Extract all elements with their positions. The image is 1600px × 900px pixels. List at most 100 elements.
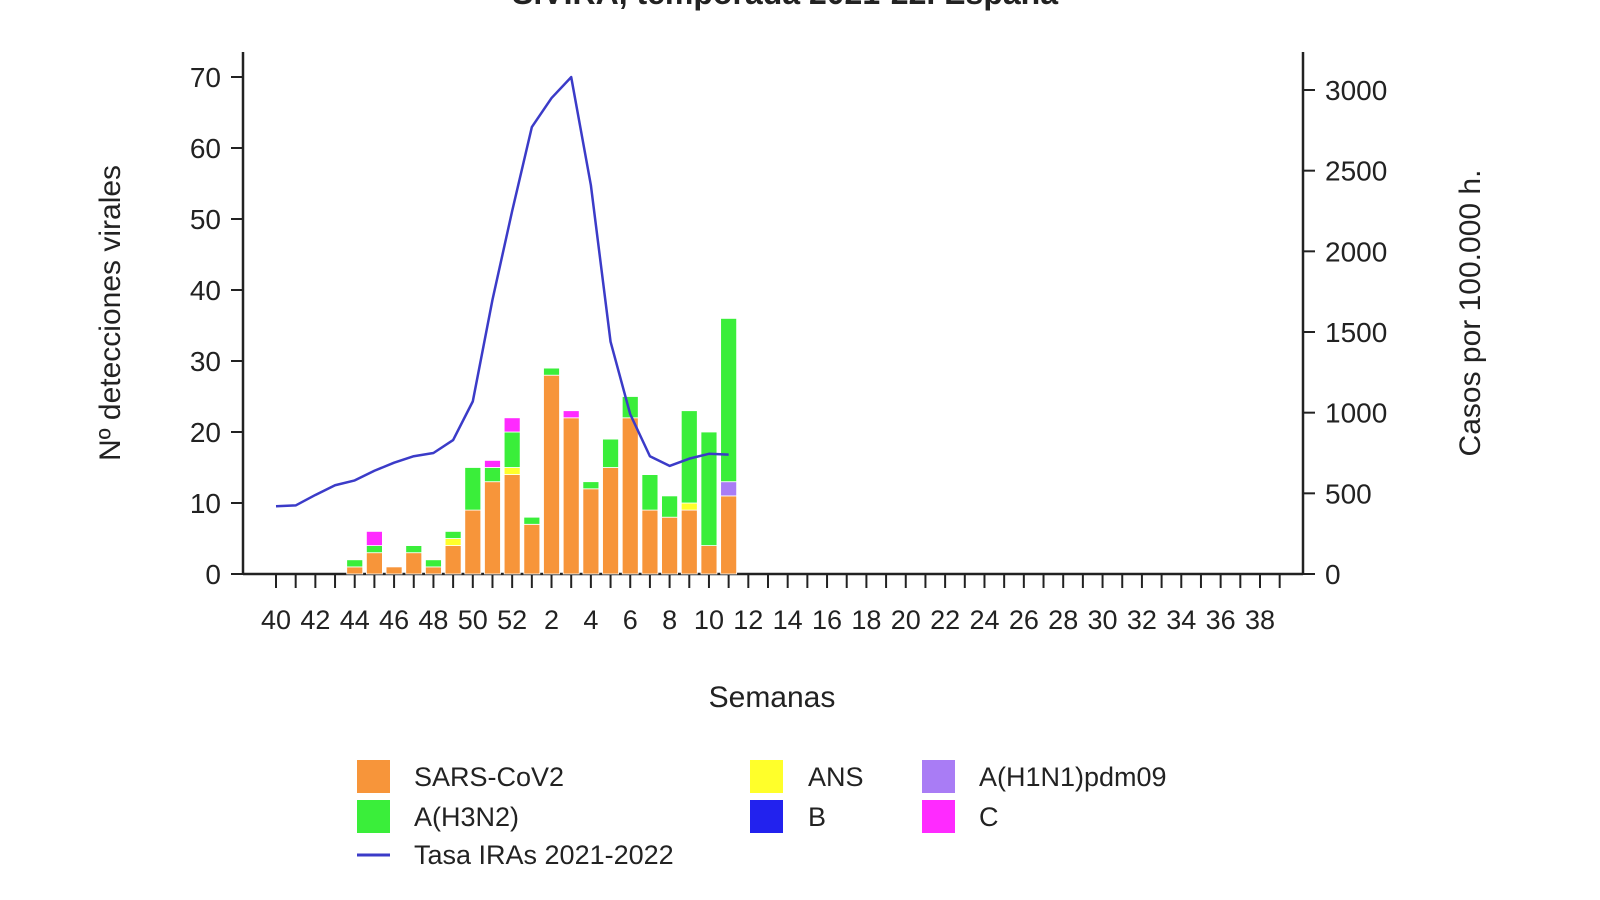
bar-segment-a-h1n1-pdm09 — [720, 481, 738, 497]
y2-tick-label: 3000 — [1325, 75, 1387, 106]
bar-segment-a-h3n2- — [484, 467, 501, 483]
bar-segment-sars-cov2 — [385, 566, 403, 575]
y-tick-label: 70 — [190, 62, 221, 93]
legend: SARS-CoV2 ANS A(H1N1)pdm09 A(H3N2) B C Tasa IR… — [357, 760, 1167, 870]
y-tick-label: 10 — [190, 488, 221, 519]
bar-segment-sars-cov2 — [720, 495, 738, 575]
bar-segment-sars-cov2 — [582, 488, 600, 575]
x-tick-label: 18 — [851, 605, 881, 635]
x-tick-label: 46 — [379, 605, 409, 635]
bar-segment-c — [503, 417, 521, 433]
rate-line — [275, 75, 729, 508]
y2-tick-label: 2000 — [1325, 236, 1387, 267]
legend-swatch — [922, 800, 955, 833]
bar-segment-a-h3n2- — [464, 467, 482, 511]
x-tick-label: 20 — [891, 605, 921, 635]
x-tick-label: 36 — [1206, 605, 1236, 635]
y-tick-label: 20 — [190, 417, 221, 448]
bar-segment-a-h3n2- — [582, 481, 600, 490]
y-axis-label: Nº detecciones virales — [94, 165, 127, 461]
bar-segment-sars-cov2 — [484, 481, 501, 575]
bar-segment-sars-cov2 — [562, 417, 580, 575]
bar-segment-sars-cov2 — [543, 374, 560, 575]
bar-segment-ans — [680, 502, 698, 511]
legend-swatch — [750, 760, 783, 793]
y2-tick-label: 2500 — [1325, 156, 1387, 187]
x-tick-label: 28 — [1048, 605, 1078, 635]
bar-segment-c — [562, 410, 580, 419]
y2-axis-label: Casos por 100.000 h. — [1454, 170, 1487, 457]
axes: 0 10 20 30 40 50 60 70 0 500 1000 1500 2000 2500 3000 4… — [190, 52, 1387, 635]
x-tick-label: 44 — [340, 605, 370, 635]
bar-segment-sars-cov2 — [365, 552, 383, 575]
x-tick-label: 34 — [1166, 605, 1196, 635]
x-tick-label: 40 — [261, 605, 291, 635]
bar-segment-sars-cov2 — [464, 509, 482, 575]
legend-label: A(H3N2) — [414, 802, 519, 832]
legend-swatch — [750, 800, 783, 833]
bar-segment-sars-cov2 — [405, 552, 423, 575]
y2-tick-label: 1000 — [1325, 398, 1387, 429]
y2-tick-label: 500 — [1325, 478, 1372, 509]
y-tick-label: 0 — [205, 559, 221, 590]
x-tick-label: 48 — [418, 605, 448, 635]
bar-segment-a-h3n2- — [365, 545, 383, 554]
bar-segment-sars-cov2 — [641, 509, 659, 575]
legend-swatch — [922, 760, 955, 793]
legend-label: Tasa IRAs 2021-2022 — [414, 840, 674, 870]
bar-segment-sars-cov2 — [700, 545, 718, 575]
rate-line-group — [275, 75, 729, 508]
bar-segment-sars-cov2 — [444, 545, 462, 575]
legend-label: SARS-CoV2 — [414, 762, 564, 792]
bar-segment-a-h3n2- — [543, 367, 560, 376]
x-tick-label: 30 — [1088, 605, 1118, 635]
x-tick-label: 14 — [773, 605, 803, 635]
bar-segment-sars-cov2 — [661, 516, 678, 575]
x-axis-label: Semanas — [709, 681, 836, 714]
y-tick-label: 50 — [190, 204, 221, 235]
x-tick-label: 50 — [458, 605, 488, 635]
x-tick-label: 12 — [733, 605, 763, 635]
chart-title: SiVIRA, temporada 2021-22. España — [512, 0, 1058, 11]
bar-segment-sars-cov2 — [425, 566, 442, 575]
x-tick-label: 10 — [694, 605, 724, 635]
bar-segment-a-h3n2- — [346, 559, 364, 568]
bar-segment-sars-cov2 — [680, 509, 698, 575]
x-tick-label: 16 — [812, 605, 842, 635]
bar-segment-a-h3n2- — [523, 516, 541, 525]
legend-label: B — [808, 802, 826, 832]
bar-segment-sars-cov2 — [346, 566, 364, 575]
bar-segment-sars-cov2 — [523, 523, 541, 575]
bar-segment-c — [365, 531, 383, 547]
legend-swatch — [357, 800, 390, 833]
legend-label: C — [979, 802, 999, 832]
legend-swatch — [357, 760, 390, 793]
bar-segment-a-h3n2- — [405, 545, 423, 554]
bar-segment-sars-cov2 — [621, 417, 639, 575]
y2-tick-label: 0 — [1325, 559, 1341, 590]
x-tick-label: 4 — [583, 605, 598, 635]
y-tick-label: 60 — [190, 133, 221, 164]
x-tick-label: 42 — [300, 605, 330, 635]
bar-segment-a-h3n2- — [700, 431, 718, 546]
x-tick-label: 26 — [1009, 605, 1039, 635]
bar-segment-a-h3n2- — [720, 317, 738, 483]
bar-segment-a-h3n2- — [602, 438, 619, 468]
bar-segment-ans — [503, 467, 521, 475]
x-tick-label: 6 — [623, 605, 638, 635]
x-tick-label: 52 — [497, 605, 527, 635]
bar-segment-a-h3n2- — [641, 474, 659, 511]
x-tick-label: 24 — [969, 605, 999, 635]
x-tick-label: 38 — [1245, 605, 1275, 635]
bar-segment-a-h3n2- — [503, 431, 521, 468]
x-tick-label: 8 — [662, 605, 677, 635]
x-tick-label: 32 — [1127, 605, 1157, 635]
bar-segment-ans — [444, 538, 462, 546]
y-tick-label: 30 — [190, 346, 221, 377]
legend-label: ANS — [808, 762, 864, 792]
bar-segment-a-h3n2- — [444, 531, 462, 539]
legend-label: A(H1N1)pdm09 — [979, 762, 1167, 792]
bar-segment-c — [484, 459, 501, 468]
bar-segment-a-h3n2- — [425, 559, 442, 568]
